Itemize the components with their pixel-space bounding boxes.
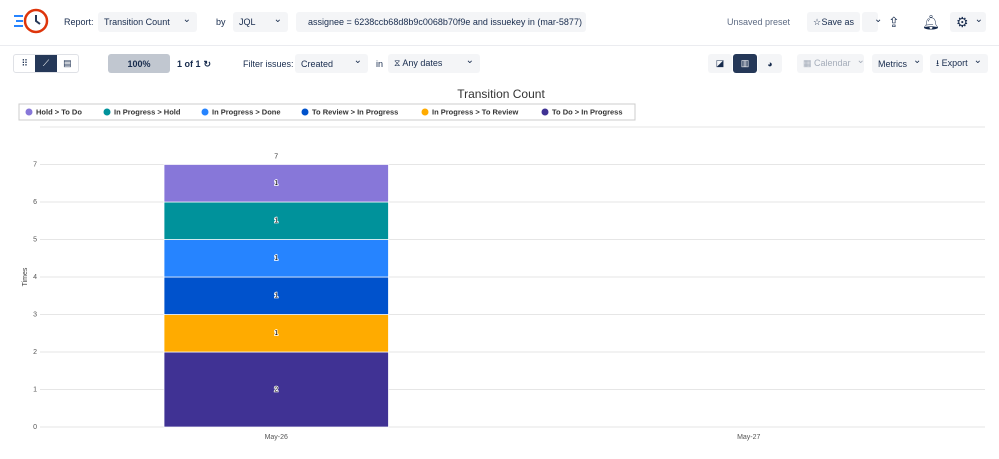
legend-box xyxy=(18,103,636,121)
chart-view[interactable]: ⟋ xyxy=(35,55,57,72)
bar-segment xyxy=(163,276,389,315)
query-box[interactable]: assignee = 6238ccb68d8b9c0068b70f9e and … xyxy=(296,12,586,32)
calendar-select: ▦ Calendar xyxy=(797,54,864,73)
by-label: by xyxy=(216,17,226,27)
y-tick-label: 1 xyxy=(33,386,37,393)
data-label: 1 xyxy=(274,330,278,337)
legend-label: In Progress > Done xyxy=(212,107,281,116)
report-select[interactable]: Transition Count xyxy=(98,12,197,32)
y-tick-label: 0 xyxy=(33,424,37,431)
calendar-text: ▦ Calendar xyxy=(803,58,851,68)
bar-segment xyxy=(163,164,389,203)
bar-segment xyxy=(163,201,389,240)
y-tick-label: 2 xyxy=(33,349,37,356)
area-chart-button[interactable]: ◪ xyxy=(708,54,732,73)
chart: Transition Count Times 0 1 2 3 4 5 6 7 Hold > To… xyxy=(18,87,985,441)
legend-marker xyxy=(103,108,111,116)
table-view[interactable]: ▤ xyxy=(63,58,72,68)
chart-title: Transition Count xyxy=(457,87,545,101)
date-text: ⧖ Any dates xyxy=(394,58,443,68)
legend-label: In Progress > Hold xyxy=(114,107,181,116)
total-label: 7 xyxy=(274,153,278,160)
page-text: 1 of 1 xyxy=(177,59,201,69)
grid-view[interactable]: ⠿ xyxy=(21,58,28,68)
data-label: 1 xyxy=(274,255,278,262)
legend-label: In Progress > To Review xyxy=(432,107,519,116)
save-text: Save as xyxy=(821,17,854,27)
date-value: Any dates xyxy=(402,58,443,68)
legend-marker xyxy=(201,108,209,116)
export-text: ⭳ Export xyxy=(936,57,968,68)
x-tick-label: May-26 xyxy=(265,434,288,441)
y-tick-label: 4 xyxy=(33,274,37,281)
legend-label: To Do > In Progress xyxy=(552,107,623,116)
progress-bar: 100% xyxy=(108,54,170,73)
export-value: Export xyxy=(941,57,968,68)
logo xyxy=(14,8,49,34)
report-label: Report: xyxy=(64,17,94,27)
save-menu[interactable] xyxy=(862,12,878,32)
filter-field[interactable]: Created xyxy=(295,54,368,73)
calendar-value: Calendar xyxy=(814,58,851,68)
legend-marker xyxy=(301,108,309,116)
star-icon: ☆ xyxy=(813,16,822,27)
query-text: assignee = 6238ccb68d8b9c0068b70f9e and … xyxy=(308,17,582,27)
bell-icon[interactable]: 🔔︎ xyxy=(922,13,940,30)
source-select[interactable]: JQL xyxy=(233,12,288,32)
page-count: 1 of 1 ↻ xyxy=(177,55,211,73)
export-select[interactable]: ⭳ Export xyxy=(930,54,988,73)
bar-segment xyxy=(163,351,389,428)
pie-chart-button[interactable]: ◕ xyxy=(758,54,782,73)
in-label: in xyxy=(376,59,384,69)
legend-marker xyxy=(25,108,33,116)
data-label: 1 xyxy=(274,218,278,225)
data-label: 1 xyxy=(274,293,278,300)
legend-label: Hold > To Do xyxy=(36,107,82,116)
data-label: 2 xyxy=(274,386,278,393)
save-button[interactable]: ☆ Save as xyxy=(807,12,860,32)
bar-segment xyxy=(163,239,389,278)
bar-chart-button[interactable]: ▥ xyxy=(733,54,757,73)
y-tick-label: 7 xyxy=(33,161,37,168)
legend-marker xyxy=(541,108,549,116)
filter-label: Filter issues: xyxy=(243,59,294,69)
settings-button[interactable]: ⚙︎ xyxy=(950,12,986,32)
data-label: 1 xyxy=(274,180,278,187)
y-tick-label: 3 xyxy=(33,311,37,318)
bar-segment xyxy=(163,314,389,353)
legend-label: To Review > In Progress xyxy=(312,107,398,116)
refresh-icon[interactable]: ↻ xyxy=(203,58,212,69)
y-tick-label: 6 xyxy=(33,199,37,206)
separator xyxy=(0,45,999,46)
legend-marker xyxy=(421,108,429,116)
date-range[interactable]: ⧖ Any dates xyxy=(388,54,480,73)
metrics-select[interactable]: Metrics xyxy=(872,54,923,73)
view-switch[interactable]: ⠿ ⟋ ▤ xyxy=(13,54,79,73)
x-tick-label: May-27 xyxy=(737,434,760,441)
y-axis-label: Times xyxy=(22,267,29,286)
preset-status: Unsaved preset xyxy=(727,17,791,27)
y-tick-label: 5 xyxy=(33,236,37,243)
share-icon[interactable]: ⇪ xyxy=(888,13,900,30)
